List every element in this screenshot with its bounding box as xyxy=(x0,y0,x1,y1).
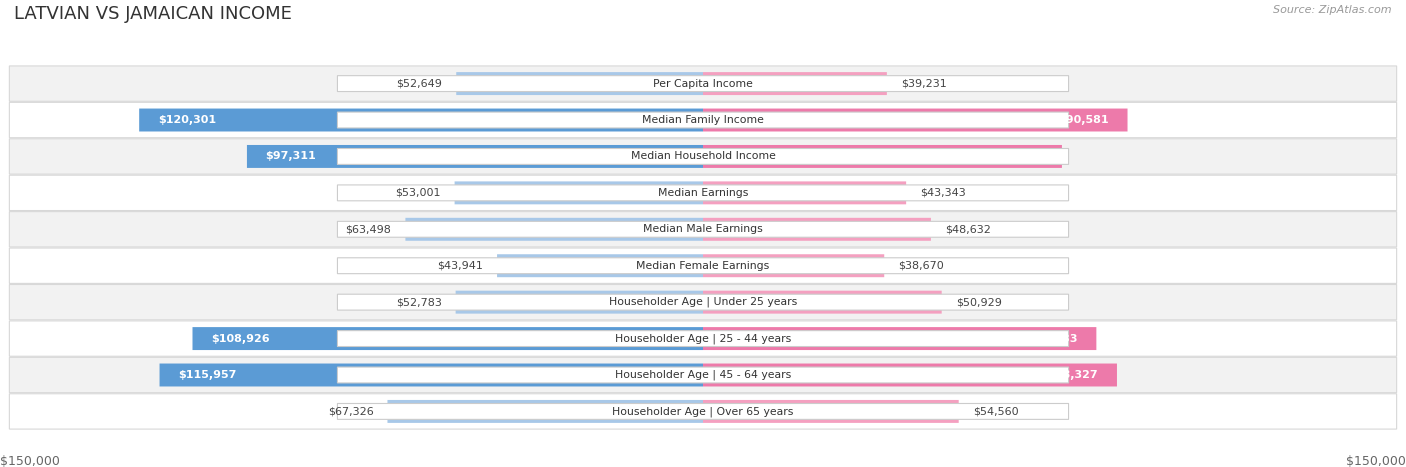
Text: $43,343: $43,343 xyxy=(920,188,966,198)
FancyBboxPatch shape xyxy=(703,400,959,423)
Text: $83,933: $83,933 xyxy=(1028,333,1077,344)
FancyBboxPatch shape xyxy=(337,367,1069,383)
FancyBboxPatch shape xyxy=(337,221,1069,237)
FancyBboxPatch shape xyxy=(337,149,1069,164)
FancyBboxPatch shape xyxy=(10,248,1396,283)
FancyBboxPatch shape xyxy=(703,254,884,277)
FancyBboxPatch shape xyxy=(405,218,703,241)
FancyBboxPatch shape xyxy=(703,72,887,95)
FancyBboxPatch shape xyxy=(703,181,905,205)
Text: $76,583: $76,583 xyxy=(993,151,1043,162)
Text: Householder Age | Over 65 years: Householder Age | Over 65 years xyxy=(612,406,794,417)
Text: Median Female Earnings: Median Female Earnings xyxy=(637,261,769,271)
Text: Source: ZipAtlas.com: Source: ZipAtlas.com xyxy=(1274,5,1392,14)
FancyBboxPatch shape xyxy=(703,290,942,314)
Text: Median Male Earnings: Median Male Earnings xyxy=(643,224,763,234)
Text: $90,581: $90,581 xyxy=(1059,115,1109,125)
Text: $97,311: $97,311 xyxy=(266,151,316,162)
Text: $50,929: $50,929 xyxy=(956,297,1001,307)
Text: Median Family Income: Median Family Income xyxy=(643,115,763,125)
FancyBboxPatch shape xyxy=(10,66,1396,101)
Text: $63,498: $63,498 xyxy=(346,224,391,234)
FancyBboxPatch shape xyxy=(457,72,703,95)
FancyBboxPatch shape xyxy=(703,327,1097,350)
FancyBboxPatch shape xyxy=(703,218,931,241)
Text: $150,000: $150,000 xyxy=(1346,455,1406,467)
Text: $150,000: $150,000 xyxy=(0,455,60,467)
Text: $52,649: $52,649 xyxy=(396,78,443,89)
Text: $52,783: $52,783 xyxy=(395,297,441,307)
Text: Householder Age | 45 - 64 years: Householder Age | 45 - 64 years xyxy=(614,370,792,380)
Text: Per Capita Income: Per Capita Income xyxy=(652,78,754,89)
Text: $67,326: $67,326 xyxy=(328,406,374,417)
Text: $88,327: $88,327 xyxy=(1047,370,1098,380)
Text: Householder Age | Under 25 years: Householder Age | Under 25 years xyxy=(609,297,797,307)
Text: $120,301: $120,301 xyxy=(157,115,217,125)
FancyBboxPatch shape xyxy=(388,400,703,423)
FancyBboxPatch shape xyxy=(10,102,1396,138)
Text: $108,926: $108,926 xyxy=(211,333,270,344)
FancyBboxPatch shape xyxy=(498,254,703,277)
FancyBboxPatch shape xyxy=(10,212,1396,247)
FancyBboxPatch shape xyxy=(139,108,703,132)
FancyBboxPatch shape xyxy=(454,181,703,205)
FancyBboxPatch shape xyxy=(703,108,1128,132)
FancyBboxPatch shape xyxy=(337,331,1069,347)
FancyBboxPatch shape xyxy=(10,139,1396,174)
FancyBboxPatch shape xyxy=(10,321,1396,356)
FancyBboxPatch shape xyxy=(10,175,1396,211)
FancyBboxPatch shape xyxy=(193,327,703,350)
Text: Householder Age | 25 - 44 years: Householder Age | 25 - 44 years xyxy=(614,333,792,344)
Text: $43,941: $43,941 xyxy=(437,261,484,271)
Text: $53,001: $53,001 xyxy=(395,188,440,198)
FancyBboxPatch shape xyxy=(159,363,703,387)
FancyBboxPatch shape xyxy=(337,258,1069,274)
Text: $38,670: $38,670 xyxy=(898,261,943,271)
Text: LATVIAN VS JAMAICAN INCOME: LATVIAN VS JAMAICAN INCOME xyxy=(14,5,292,23)
Text: $39,231: $39,231 xyxy=(901,78,946,89)
Text: Median Earnings: Median Earnings xyxy=(658,188,748,198)
FancyBboxPatch shape xyxy=(10,284,1396,320)
FancyBboxPatch shape xyxy=(337,185,1069,201)
FancyBboxPatch shape xyxy=(337,76,1069,92)
FancyBboxPatch shape xyxy=(10,394,1396,429)
Text: $48,632: $48,632 xyxy=(945,224,991,234)
Legend: Latvian, Jamaican: Latvian, Jamaican xyxy=(613,466,793,467)
FancyBboxPatch shape xyxy=(337,112,1069,128)
FancyBboxPatch shape xyxy=(337,294,1069,310)
FancyBboxPatch shape xyxy=(456,290,703,314)
FancyBboxPatch shape xyxy=(337,403,1069,419)
FancyBboxPatch shape xyxy=(703,363,1116,387)
FancyBboxPatch shape xyxy=(703,145,1062,168)
Text: $54,560: $54,560 xyxy=(973,406,1018,417)
Text: $115,957: $115,957 xyxy=(179,370,236,380)
FancyBboxPatch shape xyxy=(10,357,1396,393)
Text: Median Household Income: Median Household Income xyxy=(630,151,776,162)
FancyBboxPatch shape xyxy=(247,145,703,168)
